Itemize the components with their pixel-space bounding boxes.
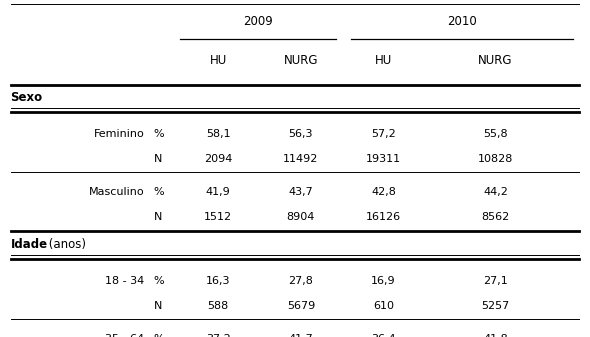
Text: (anos): (anos) — [45, 238, 86, 251]
Text: 19311: 19311 — [366, 154, 401, 164]
Text: 56,3: 56,3 — [289, 129, 313, 139]
Text: 1512: 1512 — [204, 212, 232, 222]
Text: 10828: 10828 — [478, 154, 513, 164]
Text: 35 - 64: 35 - 64 — [106, 334, 145, 337]
Text: 2094: 2094 — [204, 154, 232, 164]
Text: 55,8: 55,8 — [483, 129, 508, 139]
Text: 36,4: 36,4 — [371, 334, 396, 337]
Text: %: % — [153, 334, 164, 337]
Text: HU: HU — [209, 54, 227, 67]
Text: %: % — [153, 129, 164, 139]
Text: 16,3: 16,3 — [206, 276, 231, 285]
Text: 42,8: 42,8 — [371, 187, 396, 197]
Text: 41,7: 41,7 — [289, 334, 313, 337]
Text: 5679: 5679 — [287, 301, 315, 311]
Text: 2009: 2009 — [243, 16, 273, 28]
Text: 37,2: 37,2 — [206, 334, 231, 337]
Text: 41,9: 41,9 — [206, 187, 231, 197]
Text: 57,2: 57,2 — [371, 129, 396, 139]
Text: NURG: NURG — [478, 54, 513, 67]
Text: %: % — [153, 187, 164, 197]
Text: 18 - 34: 18 - 34 — [105, 276, 145, 285]
Text: 58,1: 58,1 — [206, 129, 231, 139]
Text: 8562: 8562 — [481, 212, 510, 222]
Text: 41,8: 41,8 — [483, 334, 508, 337]
Text: N: N — [153, 301, 162, 311]
Text: 16126: 16126 — [366, 212, 401, 222]
Text: 588: 588 — [208, 301, 229, 311]
Text: Feminino: Feminino — [94, 129, 145, 139]
Text: NURG: NURG — [284, 54, 318, 67]
Text: 8904: 8904 — [287, 212, 315, 222]
Text: Sexo: Sexo — [11, 91, 42, 104]
Text: N: N — [153, 212, 162, 222]
Text: N: N — [153, 154, 162, 164]
Text: 2010: 2010 — [447, 16, 477, 28]
Text: Masculino: Masculino — [89, 187, 145, 197]
Text: 44,2: 44,2 — [483, 187, 508, 197]
Text: 5257: 5257 — [481, 301, 510, 311]
Text: %: % — [153, 276, 164, 285]
Text: 27,8: 27,8 — [289, 276, 313, 285]
Text: 610: 610 — [373, 301, 394, 311]
Text: 11492: 11492 — [283, 154, 319, 164]
Text: 27,1: 27,1 — [483, 276, 508, 285]
Text: HU: HU — [375, 54, 392, 67]
Text: 16,9: 16,9 — [371, 276, 396, 285]
Text: 43,7: 43,7 — [289, 187, 313, 197]
Text: Idade: Idade — [11, 238, 48, 251]
